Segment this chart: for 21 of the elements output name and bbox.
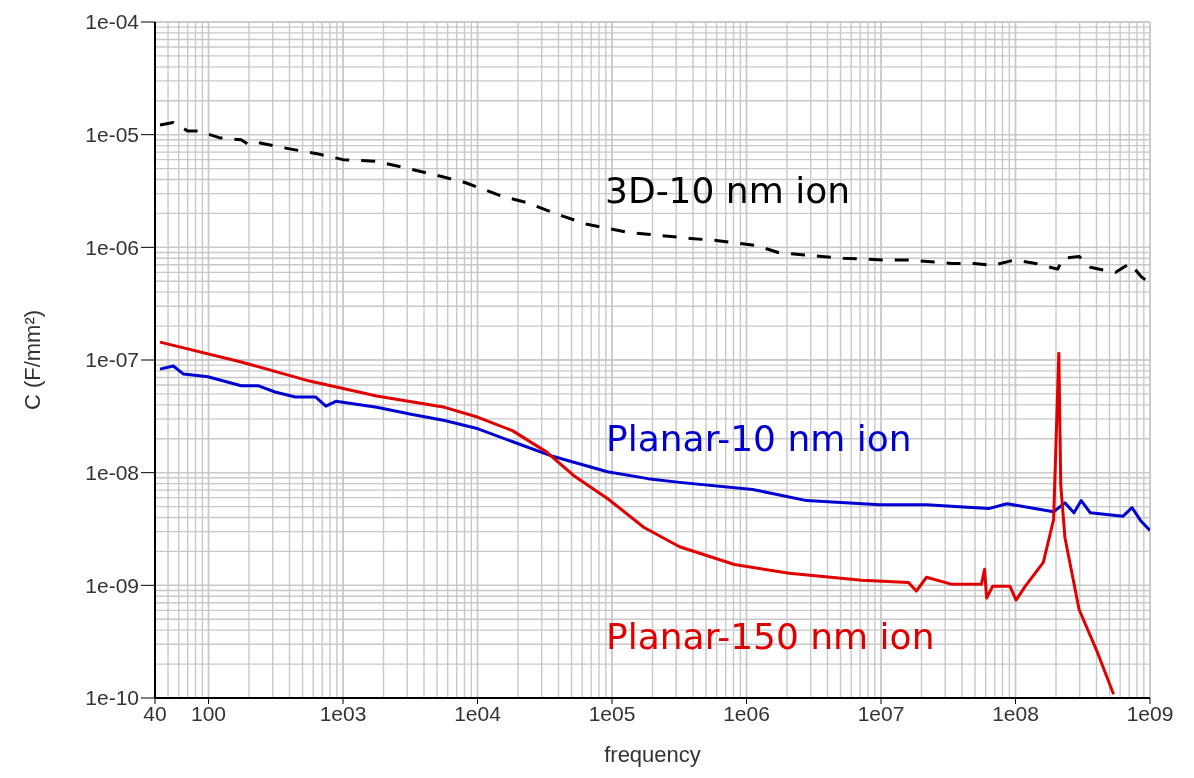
x-tick-label: 1e04 (454, 701, 502, 725)
y-tick-label: 1e-05 (85, 123, 139, 147)
x-tick-label: 1e08 (992, 701, 1039, 725)
series-label: 3D-10 nm ion (605, 170, 851, 211)
x-tick-label: 100 (191, 701, 227, 725)
x-tick-label: 40 (143, 701, 167, 725)
x-tick-label: 1e03 (319, 701, 367, 725)
y-tick-label: 1e-10 (85, 686, 139, 710)
x-tick-label: 1e06 (723, 701, 770, 725)
y-axis-title: C (F/mm²) (20, 309, 45, 411)
series-label: Planar-10 nm ion (606, 418, 912, 459)
x-tick-label: 1e07 (857, 701, 905, 725)
x-tick-label: 1e05 (588, 701, 636, 725)
series-label: Planar-150 nm ion (606, 616, 935, 657)
x-tick-label: 1e09 (1126, 701, 1174, 725)
y-tick-label: 1e-04 (85, 10, 140, 34)
y-tick-label: 1e-07 (85, 348, 139, 372)
x-axis-title: frequency (604, 742, 701, 767)
y-tick-label: 1e-06 (85, 235, 139, 259)
y-tick-label: 1e-09 (85, 573, 139, 597)
y-tick-label: 1e-08 (85, 461, 139, 485)
